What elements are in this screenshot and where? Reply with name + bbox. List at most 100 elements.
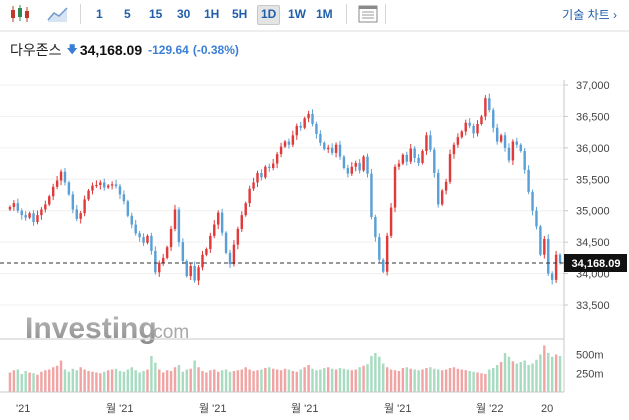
volume-bar bbox=[547, 353, 550, 392]
volume-bar bbox=[205, 372, 208, 392]
candle-body bbox=[201, 254, 204, 268]
x-tick-label: 월 '22 bbox=[476, 402, 504, 415]
volume-bar bbox=[232, 371, 236, 392]
candle-body bbox=[146, 235, 149, 243]
volume-bar bbox=[114, 368, 118, 392]
candle-body bbox=[248, 188, 251, 204]
y-tick-label: 33,500 bbox=[576, 300, 610, 312]
volume-bar bbox=[138, 372, 141, 392]
volume-bar bbox=[189, 368, 192, 392]
candle-body bbox=[456, 137, 460, 145]
volume-bar bbox=[401, 368, 405, 392]
candle-body bbox=[495, 127, 499, 142]
volume-bar bbox=[492, 368, 495, 392]
volume-bar bbox=[503, 353, 507, 392]
volume-bar bbox=[44, 370, 47, 392]
candle-body bbox=[118, 186, 122, 195]
x-axis-ticks: '21 월 '21 월 '21 월 '21 월 '21 월 '22 20 bbox=[16, 402, 553, 415]
volume-bar bbox=[55, 365, 59, 392]
volume-bar bbox=[91, 371, 94, 392]
candle-body bbox=[28, 213, 31, 218]
candle-body bbox=[327, 147, 330, 150]
candle-body bbox=[122, 194, 126, 202]
volume-bar bbox=[527, 365, 530, 392]
candle-body bbox=[252, 182, 255, 189]
candle-body bbox=[389, 207, 393, 236]
volume-bar bbox=[539, 354, 542, 392]
volume-bar bbox=[444, 369, 448, 392]
candle-body bbox=[476, 123, 479, 134]
candle-body bbox=[558, 254, 562, 264]
candle-body bbox=[307, 113, 310, 119]
candle-body bbox=[303, 118, 306, 128]
candle-body bbox=[95, 184, 98, 187]
candle-body bbox=[154, 250, 157, 273]
volume-bar bbox=[244, 367, 247, 392]
y-tick-label: 36,500 bbox=[576, 111, 610, 123]
candle-body bbox=[535, 210, 538, 227]
candle-body bbox=[216, 212, 220, 225]
candle-body bbox=[275, 154, 279, 164]
candle-body bbox=[531, 191, 534, 211]
candlestick-icon[interactable] bbox=[8, 4, 32, 24]
timeframe-15min[interactable]: 15 bbox=[149, 7, 163, 21]
timeframe-30min[interactable]: 30 bbox=[177, 7, 191, 21]
volume-bar bbox=[122, 371, 126, 392]
candle-body bbox=[240, 215, 243, 229]
volume-bar bbox=[40, 371, 43, 392]
instrument-name: 다우존스 bbox=[10, 42, 62, 58]
candle-body bbox=[550, 273, 554, 280]
timeframe-1day[interactable]: 1D bbox=[257, 5, 281, 25]
volume-bar bbox=[413, 369, 416, 392]
timeframe-1month[interactable]: 1M bbox=[316, 7, 333, 21]
volume-bar bbox=[417, 370, 420, 392]
candle-body bbox=[256, 173, 259, 183]
volume-bar bbox=[342, 368, 346, 392]
candle-body bbox=[260, 173, 263, 178]
volume-bar bbox=[382, 363, 385, 392]
volume-bar bbox=[87, 371, 90, 392]
volume-bar bbox=[197, 367, 200, 392]
volume-bar bbox=[275, 369, 279, 392]
candle-body bbox=[209, 235, 212, 250]
data-table-icon[interactable] bbox=[356, 4, 380, 24]
volume-bar bbox=[437, 369, 440, 392]
volume-bar bbox=[507, 356, 511, 392]
candle-body bbox=[165, 247, 169, 258]
candle-body bbox=[138, 233, 141, 238]
candle-body bbox=[32, 213, 35, 223]
volume-bar bbox=[484, 374, 487, 392]
area-chart-icon[interactable] bbox=[46, 4, 70, 24]
candle-body bbox=[67, 182, 71, 195]
candle-body bbox=[464, 122, 467, 132]
volume-bar bbox=[158, 369, 161, 392]
volume-bar bbox=[240, 369, 243, 392]
candle-body bbox=[413, 148, 416, 158]
candle-body bbox=[437, 173, 440, 205]
volume-bar bbox=[67, 371, 71, 392]
candle-body bbox=[232, 244, 236, 265]
timeframe-5hour[interactable]: 5H bbox=[232, 7, 248, 21]
volume-bar bbox=[330, 368, 334, 392]
volume-bar bbox=[130, 367, 133, 392]
timeframe-5min[interactable]: 5 bbox=[124, 7, 131, 21]
candle-body bbox=[40, 209, 43, 216]
x-tick-label: 월 '21 bbox=[199, 402, 227, 415]
timeframe-1hour[interactable]: 1H bbox=[204, 7, 220, 21]
candle-body bbox=[130, 215, 133, 225]
volume-bar bbox=[79, 367, 82, 392]
volume-bar bbox=[24, 371, 27, 392]
candle-body bbox=[106, 185, 110, 188]
volume-bar bbox=[228, 371, 232, 392]
timeframe-1min[interactable]: 1 bbox=[96, 7, 103, 21]
technical-chart-link[interactable]: 기술 차트 › bbox=[562, 8, 617, 22]
candle-body bbox=[503, 135, 507, 148]
volume-bar bbox=[268, 367, 271, 392]
candle-body bbox=[20, 210, 23, 216]
volume-bar bbox=[405, 367, 409, 392]
volume-bar bbox=[378, 356, 381, 392]
volume-bar bbox=[495, 365, 499, 392]
volume-bar bbox=[118, 371, 122, 392]
timeframe-1week[interactable]: 1W bbox=[288, 7, 306, 21]
